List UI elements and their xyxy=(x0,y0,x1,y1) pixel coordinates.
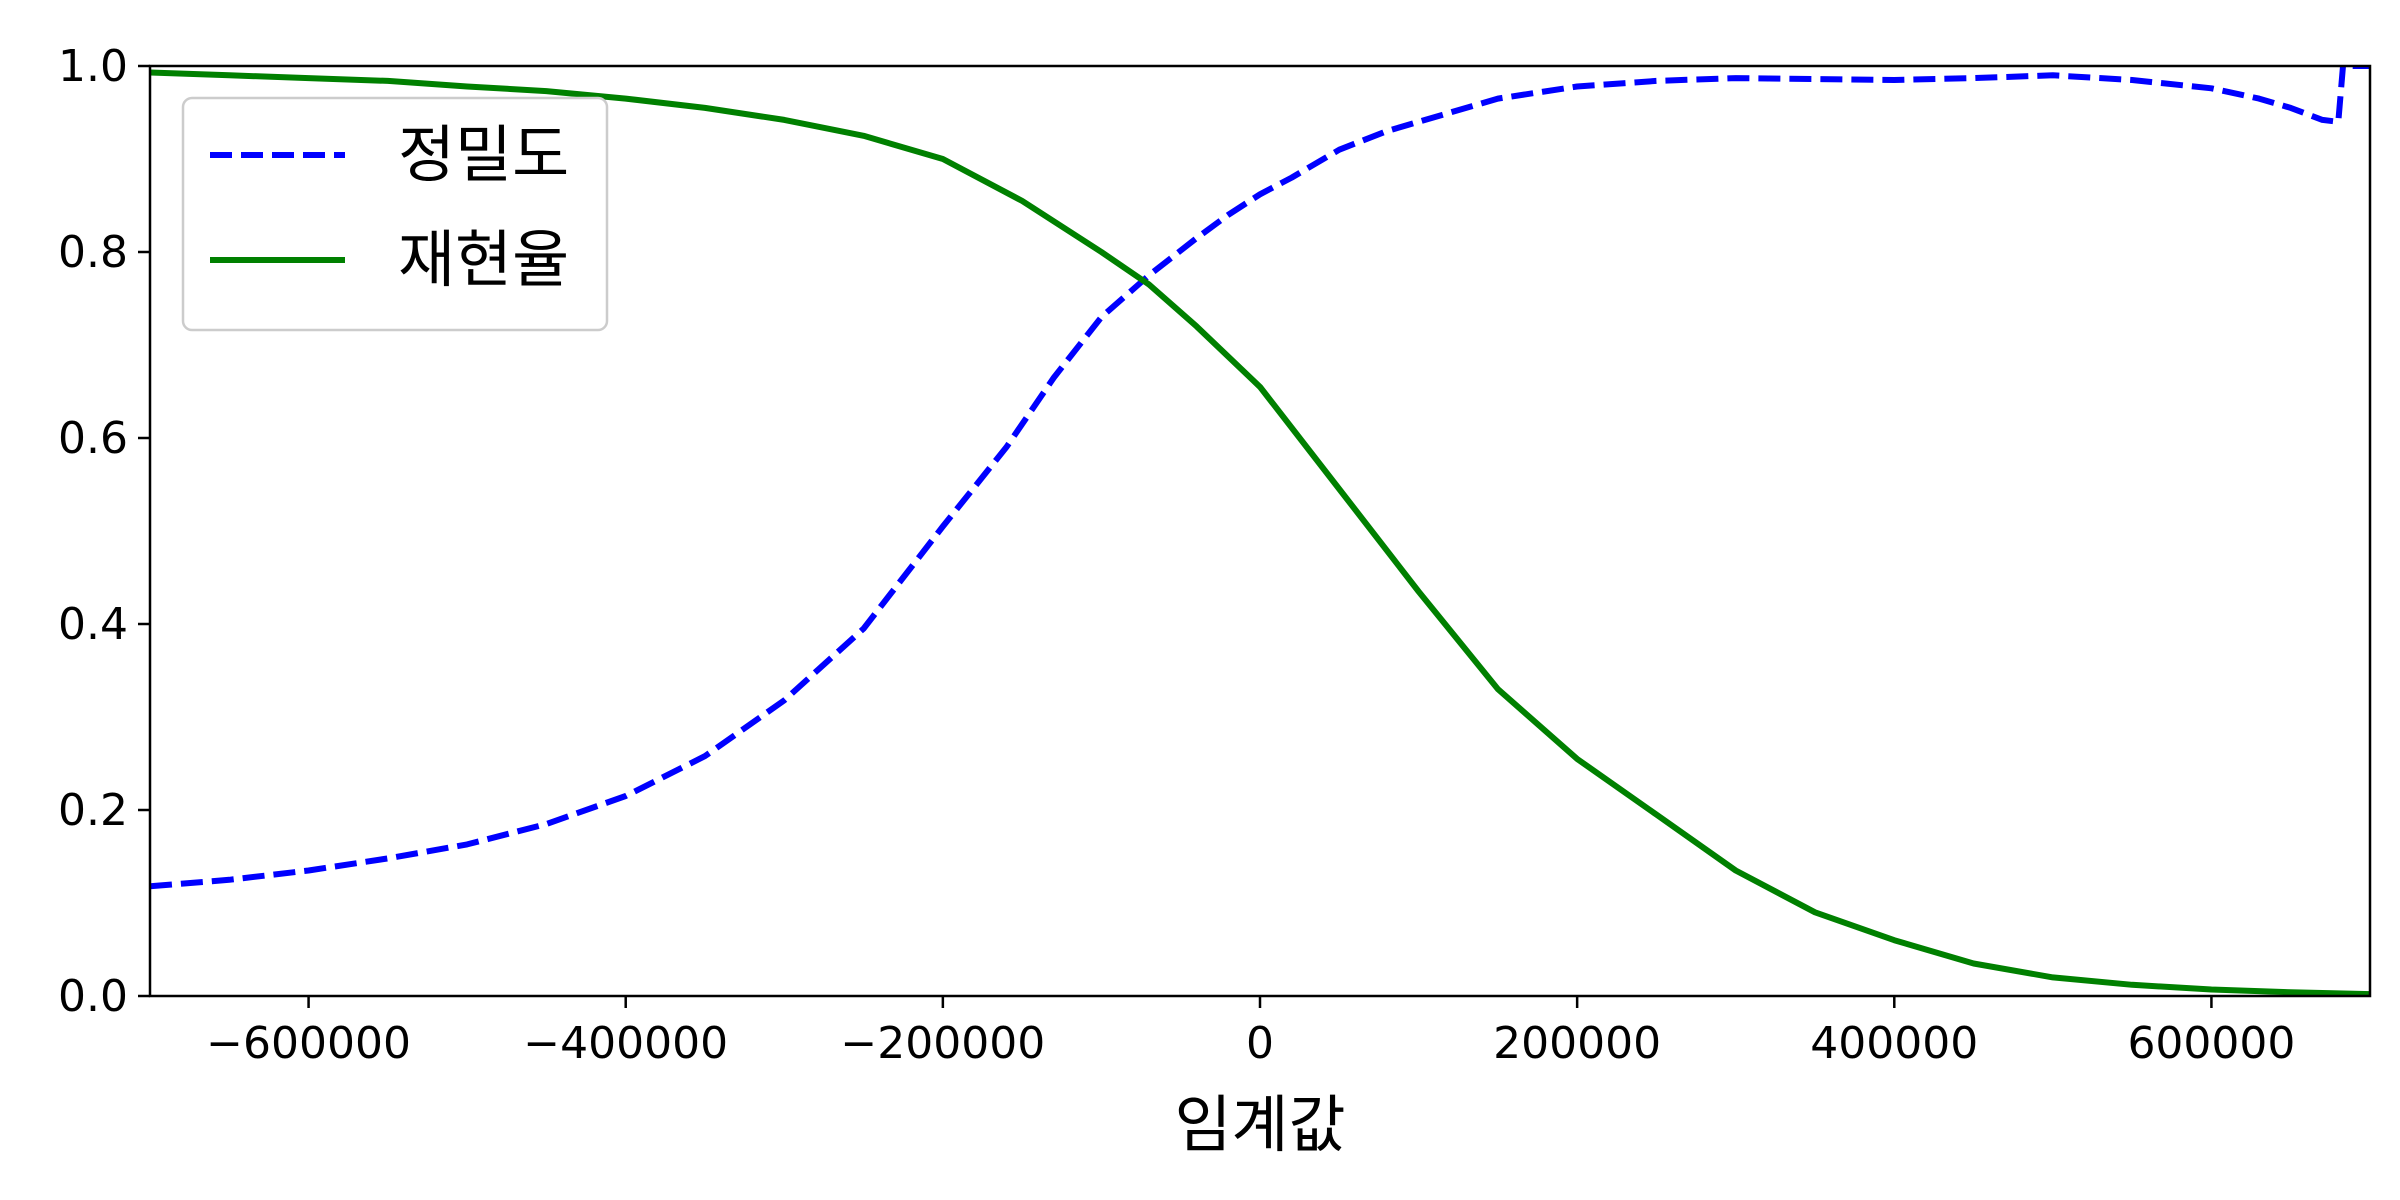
x-axis-title: 임계값 xyxy=(1174,1088,1345,1161)
plot-frame xyxy=(148,64,2372,998)
x-tick-label: −600000 xyxy=(206,1018,411,1069)
y-tick-label: 1.0 xyxy=(58,41,128,92)
x-tick-label: −400000 xyxy=(523,1018,728,1069)
x-tick-label: −200000 xyxy=(840,1018,1045,1069)
legend: 정밀도 재현율 xyxy=(181,96,609,332)
legend-label-precision: 정밀도 xyxy=(398,118,569,191)
legend-label-recall: 재현율 xyxy=(398,223,569,296)
x-tick-label: 200000 xyxy=(1493,1018,1661,1069)
ticks-layer: −600000 −400000 −200000 0 200000 400000 600000… xyxy=(58,41,2295,1069)
x-tick-label: 400000 xyxy=(1810,1018,1978,1069)
series-layer xyxy=(150,66,2370,996)
y-tick-label: 0.4 xyxy=(58,599,128,650)
y-tick-label: 0.8 xyxy=(58,227,128,278)
series-line-precision xyxy=(150,66,2370,890)
series-line-recall xyxy=(150,69,2370,996)
y-tick-label: 0.2 xyxy=(58,785,128,836)
y-tick-label: 0.0 xyxy=(58,971,128,1022)
x-tick-label: 600000 xyxy=(2127,1018,2295,1069)
y-tick-label: 0.6 xyxy=(58,413,128,464)
x-tick-label: 0 xyxy=(1246,1018,1274,1069)
